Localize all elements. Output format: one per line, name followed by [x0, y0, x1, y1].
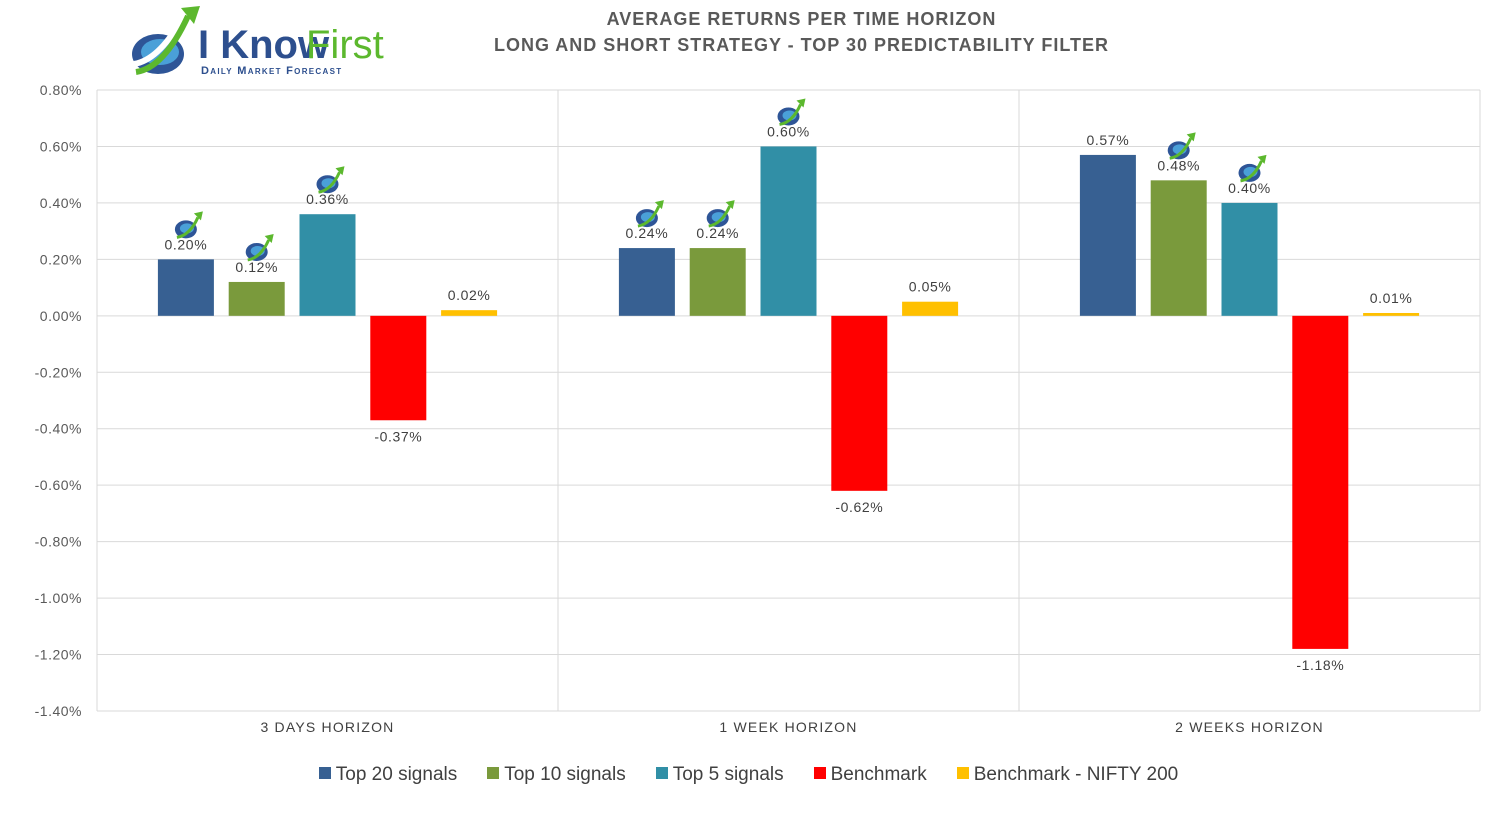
- i-know-first-logo-icon: [245, 233, 274, 262]
- y-tick-label: -1.20%: [35, 647, 82, 663]
- i-know-first-logo: I Know First Daily Market Forecast: [132, 6, 384, 77]
- data-label: 0.60%: [767, 123, 810, 139]
- bar: [760, 146, 817, 316]
- bar: [618, 248, 675, 316]
- legend-label: Benchmark - NIFTY 200: [973, 764, 1179, 785]
- rising-arrow-globe-icon: [132, 6, 200, 75]
- bar: [370, 315, 427, 421]
- bar: [228, 281, 285, 316]
- data-label: 0.36%: [306, 191, 349, 207]
- bar: [157, 259, 214, 316]
- data-labels: 0.20% 0.24% 0.57% 0.12% 0.24% 0.48% 0.36% 0.60%…: [165, 123, 1413, 673]
- y-tick-label: 0.80%: [40, 82, 82, 98]
- i-know-first-logo-icon: [174, 211, 203, 239]
- legend-label: Top 10 signals: [504, 764, 626, 785]
- data-label: -1.18%: [1296, 657, 1344, 673]
- y-tick-label: -0.60%: [35, 477, 82, 493]
- data-label: 0.57%: [1087, 132, 1130, 148]
- y-tick-label: 0.40%: [40, 195, 82, 211]
- bar: [1292, 315, 1349, 649]
- bar: [1221, 202, 1278, 316]
- legend-swatch: [956, 767, 969, 779]
- legend-item: Top 5 signals: [655, 764, 784, 786]
- chart-subtitle: LONG AND SHORT STRATEGY - TOP 30 PREDICT…: [493, 35, 1110, 55]
- badges: [174, 98, 1267, 262]
- data-label: 0.24%: [626, 225, 669, 241]
- legend-item: Top 20 signals: [318, 764, 458, 786]
- y-tick-label: -0.40%: [35, 421, 82, 437]
- data-label: 0.01%: [1370, 290, 1413, 306]
- x-category-label: 3 DAYS HORIZON: [260, 719, 394, 735]
- bar: [1079, 154, 1136, 316]
- data-label: -0.37%: [374, 428, 422, 444]
- i-know-first-logo-icon: [635, 200, 664, 228]
- legend-swatch: [655, 767, 668, 779]
- legend: Top 20 signals Top 10 signals Top 5 signal…: [0, 764, 1497, 786]
- i-know-first-logo-icon: [777, 98, 806, 126]
- y-tick-label: -0.80%: [35, 534, 82, 550]
- data-label: 0.40%: [1228, 180, 1271, 196]
- logo-name-part1: I Know: [198, 23, 330, 67]
- i-know-first-logo-icon: [706, 200, 735, 228]
- i-know-first-logo-icon: [316, 166, 345, 194]
- data-label: 0.48%: [1157, 157, 1200, 173]
- legend-swatch: [318, 767, 331, 779]
- x-category-label: 1 WEEK HORIZON: [719, 719, 857, 735]
- y-tick-label: 0.60%: [40, 138, 82, 154]
- i-know-first-logo-icon: [1238, 154, 1267, 183]
- logo-tagline: Daily Market Forecast: [201, 65, 342, 77]
- data-label: 0.02%: [448, 287, 491, 303]
- legend-label: Benchmark: [830, 764, 927, 785]
- data-label: 0.12%: [235, 259, 278, 275]
- y-tick-label: -1.00%: [35, 590, 82, 606]
- y-tick-label: 0.20%: [40, 251, 82, 267]
- legend-item: Benchmark - NIFTY 200: [956, 764, 1179, 786]
- bar: [689, 248, 746, 316]
- data-label: 0.05%: [909, 279, 952, 295]
- legend-label: Top 20 signals: [335, 764, 458, 785]
- bar-chart: 0.80% 0.60% 0.40% 0.20% 0.00% -0.20% -0.40% -0.…: [35, 82, 1481, 735]
- bar: [441, 310, 498, 316]
- bar: [299, 214, 356, 316]
- x-axis-categories: 3 DAYS HORIZON 1 WEEK HORIZON 2 WEEKS HORI…: [260, 719, 1324, 735]
- legend-item: Top 10 signals: [487, 764, 626, 786]
- logo-name-part2: First: [306, 23, 384, 67]
- bar: [1150, 180, 1207, 316]
- i-know-first-logo-icon: [1167, 132, 1196, 160]
- data-label: -0.62%: [835, 499, 883, 515]
- x-category-label: 2 WEEKS HORIZON: [1175, 719, 1324, 735]
- bar: [1363, 312, 1420, 316]
- data-label: 0.20%: [165, 236, 208, 252]
- data-label: 0.24%: [696, 225, 739, 241]
- y-axis-ticks: 0.80% 0.60% 0.40% 0.20% 0.00% -0.20% -0.40% -0.…: [35, 82, 82, 719]
- bar: [831, 315, 888, 491]
- legend-swatch: [487, 767, 500, 779]
- legend-item: Benchmark: [813, 764, 927, 786]
- legend-label: Top 5 signals: [672, 764, 784, 785]
- bar: [902, 301, 959, 316]
- legend-swatch: [813, 767, 826, 779]
- y-tick-label: 0.00%: [40, 308, 82, 324]
- chart-title: AVERAGE RETURNS PER TIME HORIZON: [606, 9, 997, 29]
- y-tick-label: -0.20%: [35, 364, 82, 380]
- y-tick-label: -1.40%: [35, 703, 82, 719]
- bars: [157, 146, 1420, 649]
